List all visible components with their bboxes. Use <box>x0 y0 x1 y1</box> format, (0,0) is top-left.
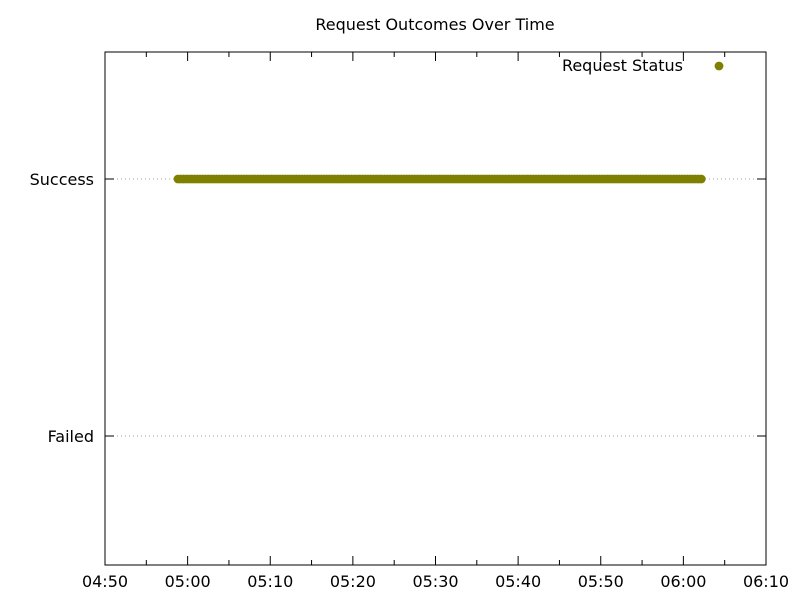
gridlines <box>105 178 766 437</box>
y-tick-label: Success <box>30 170 94 189</box>
plot-frame <box>104 51 767 566</box>
y-tick-label: Failed <box>48 427 94 446</box>
legend-marker <box>714 61 724 71</box>
legend: Request Status <box>562 56 724 75</box>
legend-label: Request Status <box>562 56 683 75</box>
x-tick-label: 05:30 <box>412 572 458 591</box>
x-tick-label: 05:00 <box>165 572 211 591</box>
x-tick-label: 05:10 <box>247 572 293 591</box>
scatter-points <box>173 174 706 184</box>
x-tick-label: 06:10 <box>743 572 789 591</box>
x-tick-label: 05:40 <box>495 572 541 591</box>
data-point <box>696 174 706 184</box>
x-tick-label: 04:50 <box>82 572 128 591</box>
x-tick-label: 06:00 <box>660 572 706 591</box>
x-tick-label: 05:20 <box>330 572 376 591</box>
axis-ticks: Success Failed 04:50 05:00 05:10 05:20 05:30 05… <box>30 52 789 591</box>
x-tick-label: 05:50 <box>578 572 624 591</box>
chart-title: Request Outcomes Over Time <box>315 15 554 34</box>
